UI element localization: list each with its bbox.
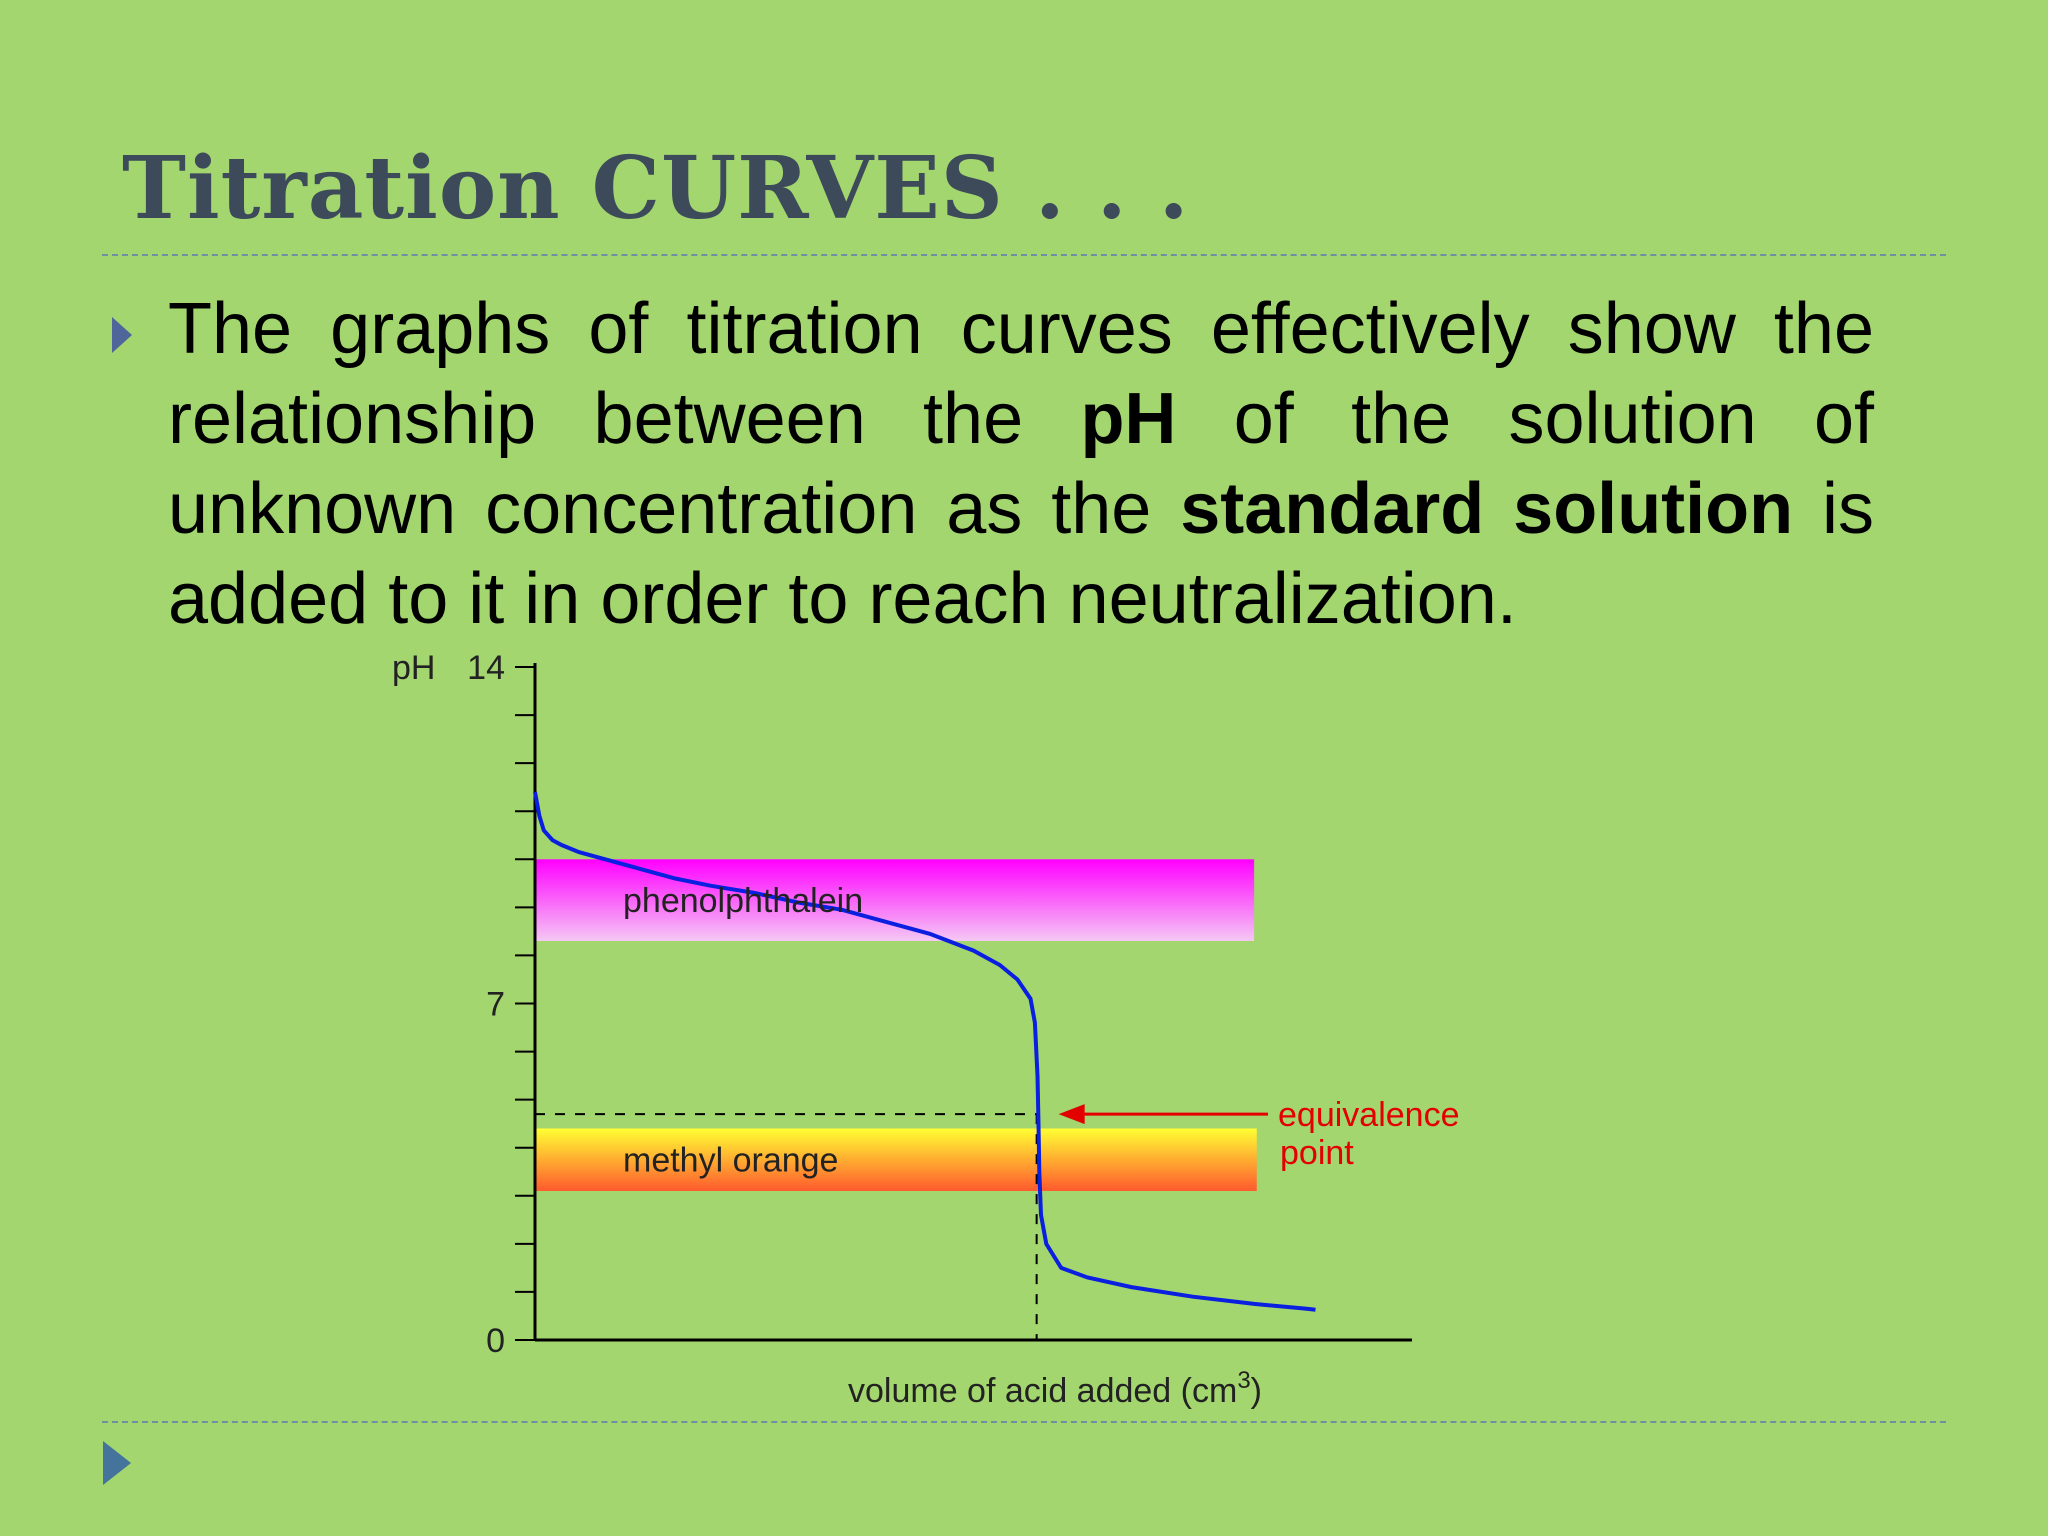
slide-title: Titration CURVES . . .: [122, 138, 1190, 239]
y-tick-label: 7: [486, 986, 505, 1024]
body-text-run: The graphs of titration curves effective…: [168, 289, 1874, 459]
body-bold-term: pH: [1080, 379, 1177, 459]
footer-divider: [102, 1421, 1946, 1423]
body-paragraph: The graphs of titration curves effective…: [168, 284, 1874, 644]
next-slide-icon[interactable]: [103, 1441, 131, 1485]
equivalence-arrowhead-icon: [1058, 1104, 1085, 1125]
equivalence-label-line2: point: [1280, 1134, 1354, 1172]
y-tick-label: 14: [467, 649, 505, 687]
body-bold-term: standard solution: [1180, 469, 1794, 549]
indicator-band-label: methyl orange: [623, 1142, 838, 1180]
equivalence-label: equivalence: [1278, 1096, 1459, 1134]
y-axis-title: pH: [392, 649, 435, 687]
bullet-arrow-icon: [112, 317, 132, 353]
x-axis-title: volume of acid added (cm3): [848, 1367, 1262, 1410]
indicator-band-1: [535, 1128, 1257, 1191]
y-tick-label: 0: [486, 1322, 505, 1360]
titration-curve-line: [533, 791, 1316, 1312]
title-divider: [102, 254, 1946, 256]
body-text-run: of the solution of unknown concentration…: [168, 379, 1875, 549]
indicator-band-label: phenolphthalein: [623, 882, 863, 920]
body-text-run: is added to it in order to reach neutral…: [168, 469, 1875, 639]
